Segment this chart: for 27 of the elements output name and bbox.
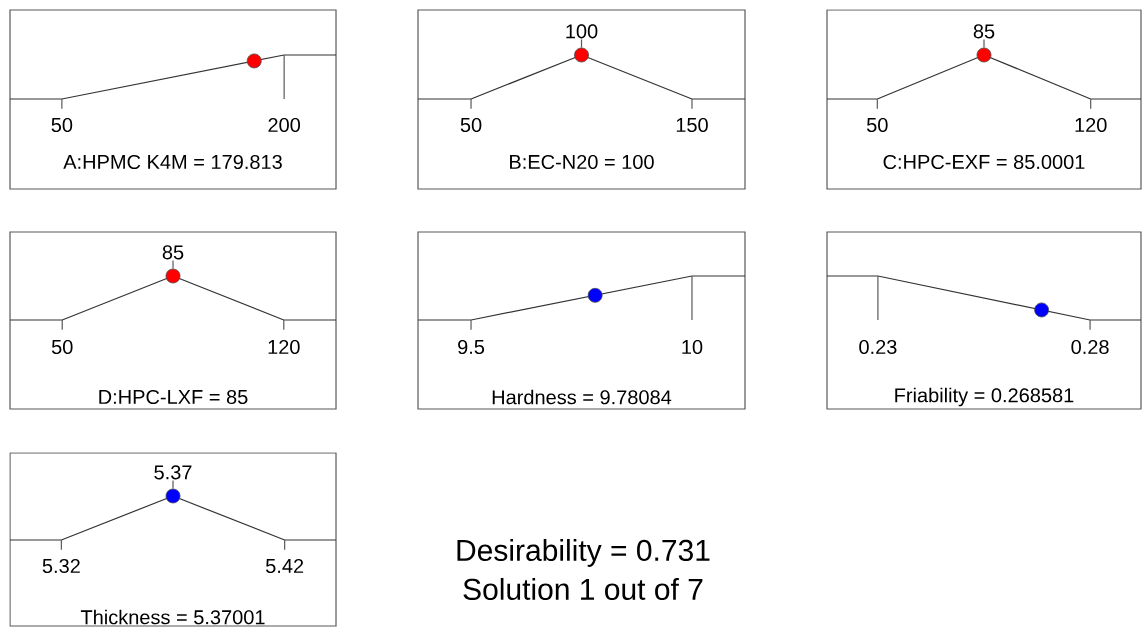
x-tick-label: 5.42 [265, 558, 304, 574]
x-tick-label: 150 [676, 117, 708, 133]
x-tick-label: 5.32 [42, 558, 80, 574]
x-axis-title: Hardness = 9.78084 [492, 389, 672, 405]
annotation: 5.37 [154, 465, 192, 480]
x-tick-label: 50 [866, 117, 888, 133]
annotation: 100 [566, 24, 598, 39]
x-tick-label: 200 [268, 117, 301, 133]
x-tick-label: 10 [682, 339, 703, 355]
x-tick-label: 120 [268, 339, 300, 355]
text: Solution 1 out of 7 [463, 577, 703, 600]
x-tick-label: 50 [51, 339, 73, 355]
annotation: 85 [973, 24, 995, 39]
x-tick-label: 0.23 [859, 339, 897, 355]
x-tick-label: 0.28 [1071, 339, 1109, 355]
x-axis-title: A:HPMC K4M = 179.813 [63, 154, 282, 170]
x-axis-title: Thickness = 5.37001 [80, 609, 265, 625]
x-axis-title: D:HPC-LXF = 85 [99, 389, 248, 405]
annotation: 85 [162, 245, 184, 260]
text: Desirability = 0.731 [457, 538, 710, 567]
x-tick-label: 120 [1075, 117, 1107, 133]
x-tick-label: 50 [51, 117, 73, 133]
x-axis-title: C:HPC-EXF = 85.0001 [883, 154, 1085, 170]
x-axis-title: B:EC-N20 = 100 [510, 154, 654, 170]
x-axis-title: Friability = 0.268581 [895, 387, 1074, 407]
x-tick-label: 9.5 [458, 339, 485, 355]
x-tick-label: 50 [460, 117, 482, 133]
